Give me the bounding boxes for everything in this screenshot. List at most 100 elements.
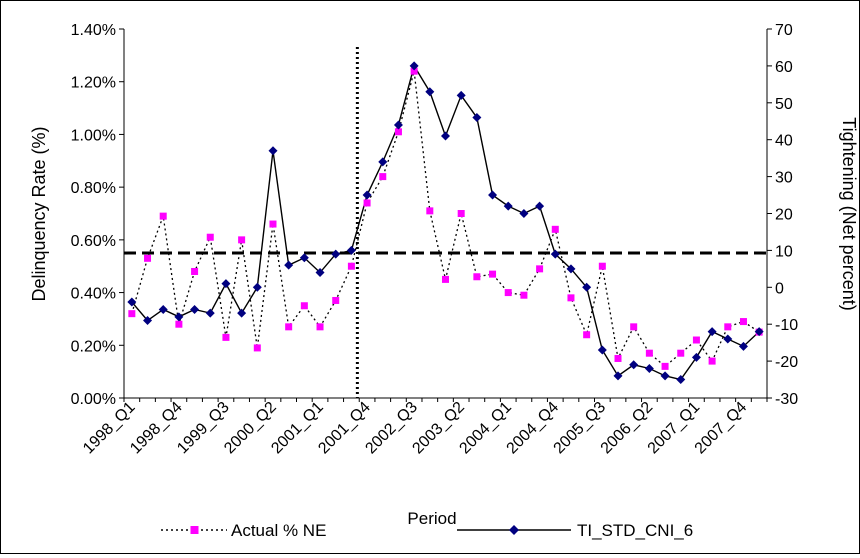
actual-point xyxy=(645,349,653,357)
actual-point xyxy=(206,233,214,241)
ti-point xyxy=(205,308,215,318)
actual-point xyxy=(442,275,449,283)
actual-point xyxy=(175,320,183,328)
ti-point xyxy=(738,341,748,351)
ti-point xyxy=(331,249,341,259)
ti-point xyxy=(158,304,168,314)
actual-point xyxy=(473,273,481,281)
actual-point xyxy=(269,220,277,228)
y-axis-right-label: Tightening (Net percent) xyxy=(839,117,859,310)
y-left-tick-label: 1.40% xyxy=(71,22,116,39)
ti-point xyxy=(644,363,654,373)
ti-point xyxy=(676,375,686,385)
y-right-tick-label: 70 xyxy=(775,22,793,39)
ti-point xyxy=(393,120,403,130)
actual-point xyxy=(285,323,293,331)
actual-point xyxy=(692,336,700,344)
ti-point xyxy=(190,304,200,314)
y-right-tick-label: 40 xyxy=(775,133,793,150)
actual-point xyxy=(238,236,246,244)
actual-point xyxy=(724,323,732,331)
actual-point xyxy=(316,323,324,331)
actual-point xyxy=(677,349,685,357)
actual-point xyxy=(567,294,575,302)
series-layer xyxy=(127,61,764,385)
ti-point xyxy=(660,371,670,381)
ti-point xyxy=(472,113,482,123)
y-right-tick-label: 0 xyxy=(775,280,784,297)
actual-point xyxy=(363,199,371,207)
ti-point xyxy=(519,209,529,218)
actual-point xyxy=(457,210,465,217)
ti-point xyxy=(362,190,372,200)
actual-point xyxy=(144,254,152,262)
y-right-tick-label: -20 xyxy=(775,354,798,371)
actual-point xyxy=(191,267,199,275)
legend-actual-label: Actual % NE xyxy=(231,521,326,540)
ti-point xyxy=(237,308,247,318)
ti-point xyxy=(582,282,592,292)
actual-point xyxy=(489,270,497,278)
actual-point xyxy=(253,344,261,352)
tick-labels: 0.00% 0.20% 0.40% 0.60% 0.80% 1.00% 1.20% 1.40%… xyxy=(71,22,799,457)
ti-point xyxy=(143,316,153,326)
actual-point xyxy=(426,207,434,215)
actual-point xyxy=(410,67,418,75)
y-right-tick-label: 20 xyxy=(775,207,793,224)
y-left-tick-label: 0.80% xyxy=(71,180,116,197)
actual-point xyxy=(708,357,716,365)
ti-point xyxy=(315,268,325,278)
axes xyxy=(119,28,772,402)
ti-point xyxy=(127,297,137,307)
ti-point xyxy=(409,61,419,71)
ti-point xyxy=(503,201,513,211)
ti-point xyxy=(221,279,231,289)
ti-point xyxy=(754,327,764,337)
ti-point xyxy=(299,253,309,263)
y-left-tick-label: 0.40% xyxy=(71,286,116,303)
reference-lines xyxy=(124,47,767,398)
actual-point xyxy=(300,302,308,310)
y-left-tick-label: 1.20% xyxy=(71,75,116,92)
actual-point xyxy=(347,262,355,270)
y-right-tick-label: -30 xyxy=(775,391,798,408)
y-left-tick-label: 1.00% xyxy=(71,127,116,144)
legend-actual-swatch-marker xyxy=(190,526,199,534)
actual-point xyxy=(630,323,638,331)
ti-point xyxy=(723,334,733,344)
ti-point xyxy=(550,249,560,259)
actual-point xyxy=(222,333,230,341)
legend: Actual % NE TI_STD_CNI_6 xyxy=(161,521,693,540)
actual-point xyxy=(394,128,402,136)
legend-ti-swatch-marker xyxy=(509,525,519,535)
legend-ti-label: TI_STD_CNI_6 xyxy=(577,521,693,540)
actual-point xyxy=(504,289,512,297)
actual-point xyxy=(551,225,559,233)
y-left-tick-label: 0.20% xyxy=(71,338,116,355)
series-actual-line xyxy=(131,71,760,368)
actual-point xyxy=(332,296,340,304)
ti-point xyxy=(252,282,262,292)
y-left-tick-label: 0.60% xyxy=(71,233,116,250)
x-tick-label: 2007_Q4 xyxy=(692,399,751,458)
actual-point xyxy=(379,173,387,181)
ti-point xyxy=(629,360,639,370)
y-right-tick-label: 30 xyxy=(775,170,793,187)
y-left-tick-label: 0.00% xyxy=(71,391,116,408)
y-right-tick-label: 10 xyxy=(775,243,793,260)
y-axis-left-label: Delinquency Rate (%) xyxy=(29,126,49,301)
ti-point xyxy=(566,264,576,274)
ti-point xyxy=(425,87,435,97)
ti-point xyxy=(284,260,294,270)
ti-point xyxy=(346,245,356,255)
actual-point xyxy=(520,291,528,299)
ti-point xyxy=(488,190,498,200)
ti-point xyxy=(707,327,717,337)
actual-point xyxy=(614,354,622,362)
ti-point xyxy=(441,131,450,141)
actual-point xyxy=(739,318,747,326)
y-right-tick-label: 60 xyxy=(775,59,793,76)
ti-point xyxy=(691,352,701,362)
